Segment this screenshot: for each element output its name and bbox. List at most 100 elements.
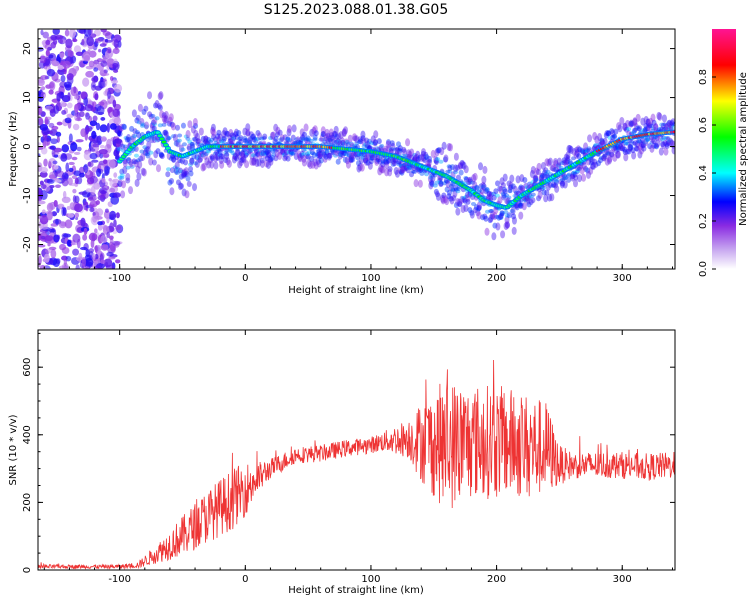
spectral-blob (315, 156, 321, 165)
spectral-blob (499, 212, 505, 217)
spectral-blob (644, 138, 650, 143)
spectral-blob (346, 153, 352, 158)
spectral-blob (248, 136, 254, 141)
spectral-blob (204, 157, 210, 166)
spectral-blob (130, 133, 136, 142)
spectral-blob (248, 131, 254, 138)
spectral-blob (370, 135, 376, 144)
spectral-blob (354, 135, 360, 144)
spectral-blob (617, 124, 623, 133)
spectral-blob (194, 154, 200, 161)
spectral-blob (341, 128, 347, 137)
spectral-blob (374, 157, 380, 166)
spectral-blob (46, 202, 54, 212)
spectral-blob (192, 136, 198, 143)
spectral-blob (85, 124, 90, 135)
spectral-blob (665, 122, 671, 131)
spectral-blob (70, 86, 78, 97)
spectral-blob (317, 150, 323, 159)
spectral-blob (343, 152, 349, 157)
spectral-blob (665, 135, 671, 140)
spectral-blob (81, 52, 91, 62)
spectral-blob (481, 182, 487, 191)
spectral-blob (210, 155, 216, 162)
spectral-blob (356, 160, 362, 167)
spectral-blob (407, 165, 413, 170)
spectral-blob (496, 214, 502, 221)
spectral-blob (378, 145, 384, 152)
spectrogram-xlabel: Height of straight line (km) (288, 285, 424, 296)
spectral-blob (185, 136, 191, 141)
spectral-blob (303, 137, 309, 142)
spectral-blob (628, 120, 634, 127)
spectral-blob (178, 159, 184, 164)
spectral-blob (491, 194, 497, 201)
spectral-blob (138, 155, 144, 162)
spectral-blob (453, 152, 459, 161)
spectral-blob (249, 157, 255, 166)
spectral-blob (351, 133, 357, 142)
spectral-blob (651, 136, 657, 145)
spectral-blob (257, 132, 263, 141)
spectral-blob (72, 248, 80, 256)
spectral-blob (183, 134, 189, 139)
spectral-blob (434, 191, 440, 198)
y-tick-label: 10 (22, 91, 33, 104)
spectral-blob (54, 179, 62, 183)
spectral-blob (567, 144, 573, 153)
spectral-blob (79, 246, 88, 251)
spectral-blob (63, 257, 68, 267)
spectral-blob (368, 158, 374, 165)
spectral-blob (50, 41, 57, 49)
spectral-blob (98, 148, 108, 155)
spectral-blob (205, 148, 211, 153)
spectral-blob (256, 158, 262, 167)
spectral-blob (549, 193, 555, 202)
spectral-blob (669, 120, 675, 127)
spectral-blob (668, 121, 674, 130)
spectral-blob (154, 116, 160, 121)
spectral-blob (145, 145, 151, 154)
spectral-blob (179, 169, 185, 174)
spectral-blob (65, 38, 73, 49)
spectral-blob (51, 60, 60, 67)
spectral-blob (629, 139, 635, 144)
spectral-blob (165, 136, 171, 141)
spectral-blob (121, 123, 127, 130)
spectral-blob (402, 165, 408, 172)
spectral-blob (422, 157, 428, 164)
spectral-blob (607, 154, 613, 163)
spectral-blob (332, 131, 338, 138)
spectral-blob (405, 164, 411, 169)
spectral-blob (146, 140, 152, 149)
spectral-blob (479, 188, 485, 195)
spectral-blob (268, 156, 274, 163)
spectral-blob (504, 220, 510, 229)
spectral-blob (109, 235, 114, 240)
spectral-blob (440, 196, 446, 205)
spectral-blob (627, 143, 633, 152)
spectral-blob (342, 150, 348, 157)
spectral-blob (277, 151, 283, 160)
spectral-blob (44, 234, 54, 242)
spectral-blob (61, 110, 67, 115)
spectral-blob (630, 147, 636, 154)
spectral-blob (623, 153, 629, 162)
spectral-blob (463, 165, 469, 174)
spectral-blob (52, 160, 58, 165)
spectral-blob (206, 136, 212, 143)
spectral-blob (125, 134, 131, 143)
spectral-blob (664, 142, 670, 149)
spectral-blob (574, 146, 580, 153)
spectral-blob (556, 163, 562, 168)
spectral-blob (115, 225, 121, 231)
spectral-blob (259, 159, 265, 168)
spectral-blob (398, 168, 404, 175)
spectral-blob (427, 155, 433, 162)
spectral-blob (228, 138, 234, 145)
spectral-blob (42, 139, 47, 149)
spectral-blob (97, 80, 106, 89)
spectral-blob (484, 186, 490, 193)
spectral-blob (406, 164, 412, 169)
spectral-blob (500, 191, 506, 196)
